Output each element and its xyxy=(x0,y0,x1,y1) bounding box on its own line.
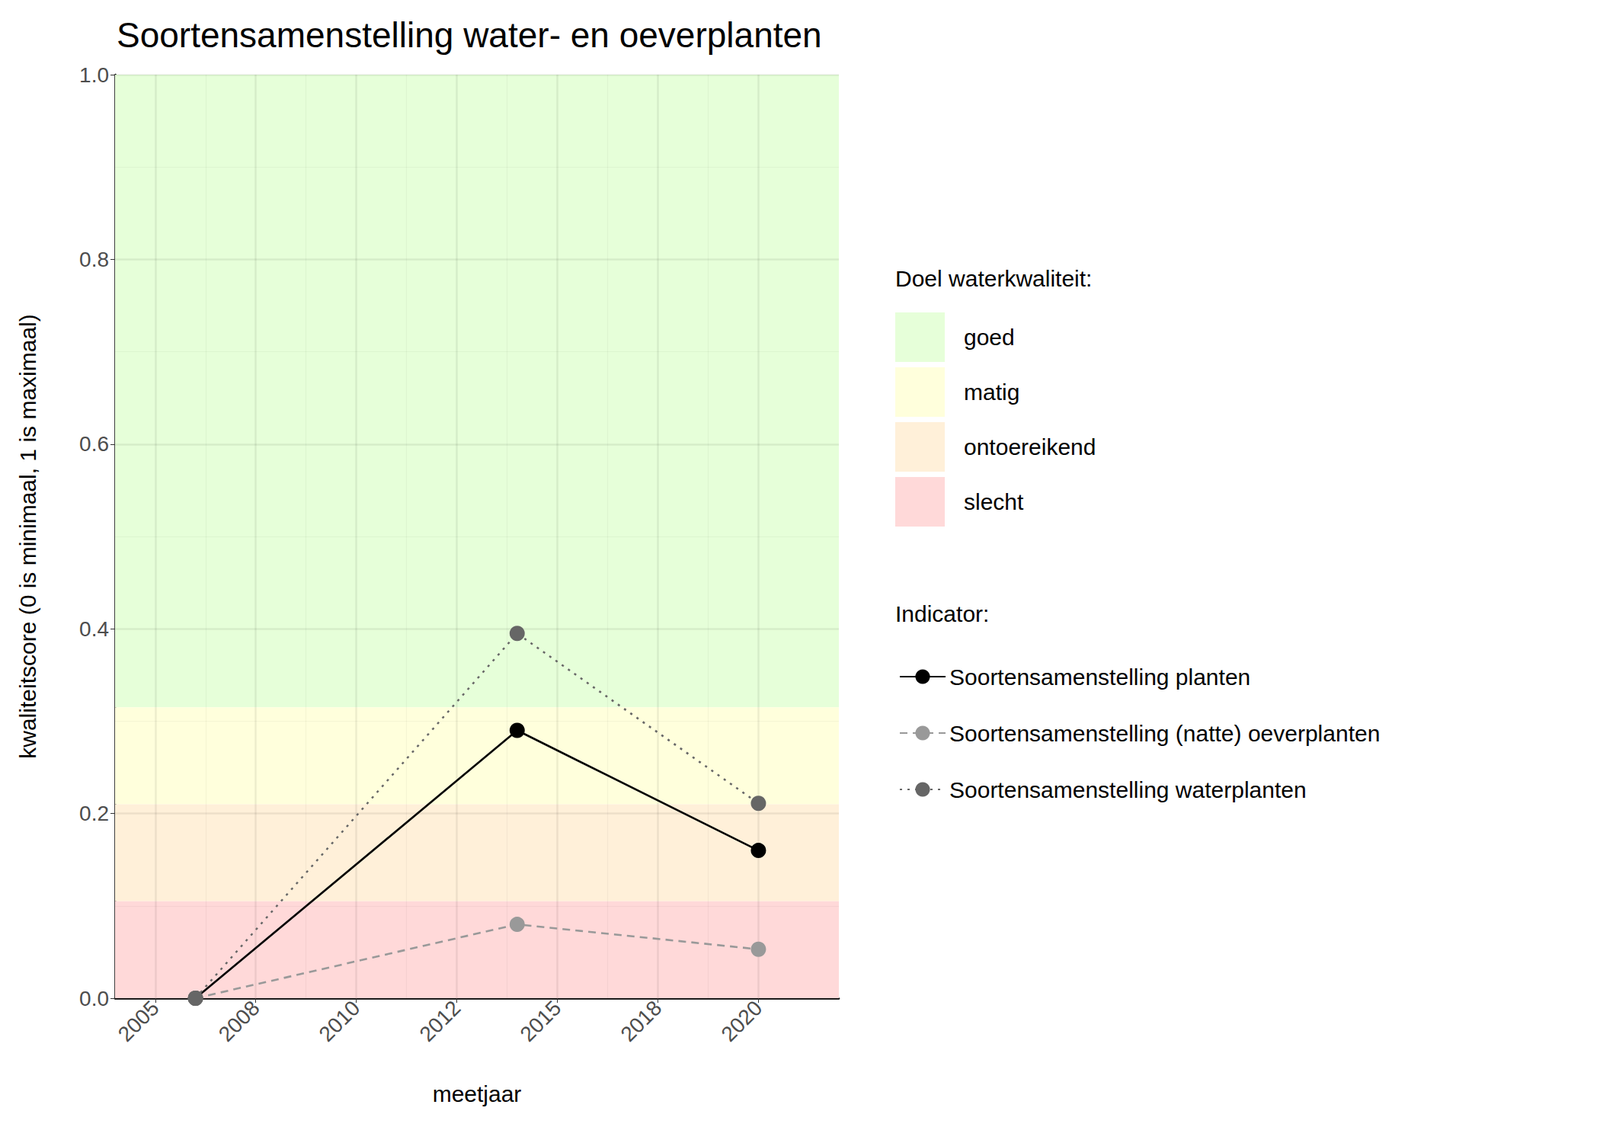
svg-text:matig: matig xyxy=(963,379,1020,405)
svg-text:kwaliteitscore (0 is minimaal,: kwaliteitscore (0 is minimaal, 1 is maxi… xyxy=(15,313,41,759)
svg-text:ontoereikend: ontoereikend xyxy=(963,434,1096,460)
svg-text:0.0: 0.0 xyxy=(79,986,109,1011)
svg-text:2015: 2015 xyxy=(515,995,567,1047)
svg-text:2005: 2005 xyxy=(113,995,164,1047)
svg-text:Soortensamenstelling water- en: Soortensamenstelling water- en oeverplan… xyxy=(116,15,823,55)
svg-text:2020: 2020 xyxy=(716,995,767,1047)
svg-text:Doel waterkwaliteit:: Doel waterkwaliteit: xyxy=(895,265,1092,292)
svg-text:1.0: 1.0 xyxy=(79,63,109,87)
svg-text:2010: 2010 xyxy=(314,995,365,1047)
svg-text:0.6: 0.6 xyxy=(79,432,109,456)
svg-text:Soortensamenstelling planten: Soortensamenstelling planten xyxy=(949,664,1251,690)
svg-text:Indicator:: Indicator: xyxy=(895,601,989,627)
svg-text:Soortensamenstelling (natte) o: Soortensamenstelling (natte) oeverplante… xyxy=(949,720,1380,746)
svg-text:0.8: 0.8 xyxy=(79,247,109,272)
svg-text:goed: goed xyxy=(963,324,1015,350)
svg-text:0.2: 0.2 xyxy=(79,801,109,826)
svg-text:0.4: 0.4 xyxy=(79,617,109,641)
svg-text:meetjaar: meetjaar xyxy=(432,1081,522,1107)
svg-text:Soortensamenstelling waterplan: Soortensamenstelling waterplanten xyxy=(949,777,1307,803)
svg-text:2012: 2012 xyxy=(415,995,466,1047)
svg-text:2008: 2008 xyxy=(214,995,265,1047)
svg-text:slecht: slecht xyxy=(963,489,1024,515)
svg-text:2018: 2018 xyxy=(616,995,667,1047)
